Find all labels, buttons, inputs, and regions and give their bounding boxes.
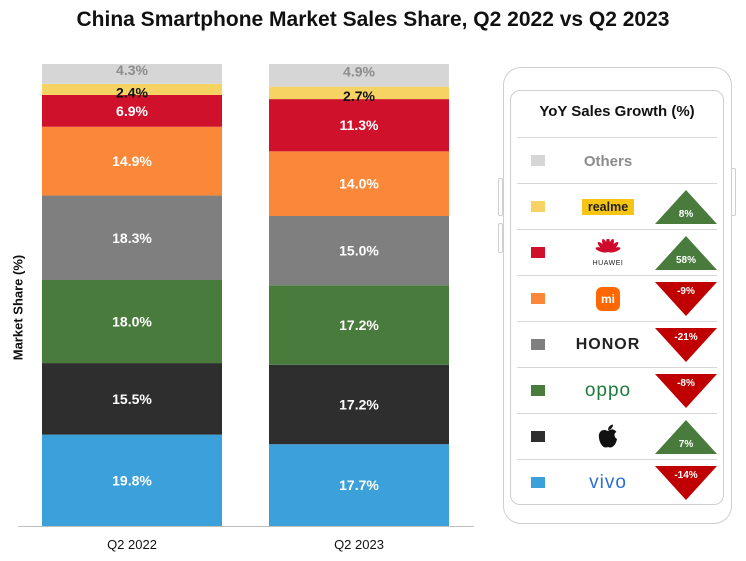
bar-segment-xiaomi-q2-2023: [269, 151, 449, 216]
triangle-down-icon: [655, 328, 717, 362]
data-label: 18.3%: [112, 230, 152, 246]
growth-value: 8%: [678, 209, 694, 220]
growth-value: 58%: [675, 255, 696, 266]
data-label: 2.4%: [116, 84, 148, 100]
vivo-logo-text: vivo: [589, 472, 627, 493]
triangle-down-icon: [655, 466, 717, 500]
data-label: 17.2%: [339, 317, 379, 333]
bar-segment-huawei-q2-2023: [269, 99, 449, 152]
growth-value: -9%: [677, 286, 695, 297]
data-label: 17.2%: [339, 396, 379, 412]
data-label: 14.0%: [339, 176, 379, 192]
bar-segment-realme-q2-2023: [269, 86, 449, 100]
bar-segment-xiaomi-q2-2022: [42, 126, 222, 196]
bar-segment-apple-q2-2022: [42, 363, 222, 435]
legend-row-honor: HONOR -21%: [517, 321, 717, 368]
legend-row-apple: 7%: [517, 413, 717, 460]
legend-row-xiaomi: mi -9%: [517, 275, 717, 322]
realme-logo: realme: [569, 184, 647, 230]
legend-swatch: [531, 201, 545, 212]
others-text: Others: [583, 152, 633, 170]
growth-indicator-honor: -21%: [653, 326, 719, 364]
legend-row-others: Others: [517, 137, 717, 184]
bar-segment-oppo-q2-2022: [42, 280, 222, 364]
data-label: 4.9%: [343, 63, 375, 79]
data-label: 15.5%: [112, 391, 152, 407]
triangle-up-icon: [655, 190, 717, 224]
phone-side-button: [731, 168, 736, 216]
vivo-logo: vivo: [569, 460, 647, 506]
legend-swatch: [531, 339, 545, 350]
xiaomi-logo: mi: [569, 276, 647, 322]
growth-indicator-realme: 8%: [653, 188, 719, 226]
x-tick-label: Q2 2022: [107, 537, 157, 552]
legend-row-realme: realme 8%: [517, 183, 717, 230]
bar-segment-vivo-q2-2023: [269, 444, 449, 526]
growth-value: 7%: [678, 439, 694, 450]
growth-indicator-vivo: -14%: [653, 464, 719, 502]
phone-screen: YoY Sales Growth (%) Others realme 8%: [510, 90, 724, 505]
growth-value: -21%: [674, 332, 698, 343]
data-label: 2.7%: [343, 88, 375, 104]
bar-segment-honor-q2-2022: [42, 195, 222, 280]
data-label: 15.0%: [339, 243, 379, 259]
triangle-down-icon: [655, 374, 717, 408]
legend-swatch: [531, 431, 545, 442]
triangle-up-icon: [655, 420, 717, 454]
legend-swatch: [531, 293, 545, 304]
legend-row-vivo: vivo -14%: [517, 459, 717, 506]
honor-logo: HONOR: [569, 322, 647, 368]
panel-title: YoY Sales Growth (%): [539, 103, 695, 120]
triangle-up-icon: [655, 236, 717, 270]
huawei-flower-icon: [595, 239, 621, 253]
chart-title: China Smartphone Market Sales Share, Q2 …: [76, 8, 670, 31]
bar-segment-others-q2-2023: [269, 64, 449, 87]
others-label: Others: [569, 138, 647, 184]
oppo-logo: oppo: [569, 368, 647, 414]
bar-segment-honor-q2-2023: [269, 216, 449, 286]
apple-icon: [598, 424, 617, 448]
data-label: 14.9%: [112, 153, 152, 169]
legend-row-oppo: oppo -8%: [517, 367, 717, 414]
growth-indicator-oppo: -8%: [653, 372, 719, 410]
legend-swatch: [531, 477, 545, 488]
growth-indicator-apple: 7%: [653, 418, 719, 456]
bar-segment-realme-q2-2022: [42, 83, 222, 95]
data-label: 18.0%: [112, 314, 152, 330]
data-label: 11.3%: [340, 117, 379, 133]
legend-swatch: [531, 155, 545, 166]
data-label: 17.7%: [339, 477, 379, 493]
stacked-bar-chart: 19.8% 15.5% 18.0% 18.3% 14.9% 6.9% 2.4% 4.3% Q2 …: [18, 62, 474, 552]
bar-segment-vivo-q2-2022: [42, 434, 222, 526]
x-tick-label: Q2 2023: [334, 537, 384, 552]
oppo-logo-text: oppo: [584, 380, 632, 401]
bar-segment-oppo-q2-2023: [269, 285, 449, 365]
mi-logo-text: mi: [596, 287, 620, 311]
growth-indicator-huawei: 58%: [653, 234, 719, 272]
apple-logo: [569, 414, 647, 460]
bar-segment-huawei-q2-2022: [42, 94, 222, 127]
realme-logo-text: realme: [581, 199, 635, 215]
phone-side-button: [498, 223, 503, 253]
bar-segment-apple-q2-2023: [269, 364, 449, 445]
yoy-growth-phone-panel: YoY Sales Growth (%) Others realme 8%: [498, 67, 736, 524]
triangle-down-icon: [655, 282, 717, 316]
huawei-logo-text: HUAWEI: [592, 260, 624, 267]
growth-value: -14%: [674, 470, 698, 481]
honor-logo-text: HONOR: [575, 336, 641, 353]
data-label: 19.8%: [112, 472, 152, 488]
phone-side-button: [498, 178, 503, 216]
legend-swatch: [531, 247, 545, 258]
data-label: 6.9%: [116, 103, 148, 119]
data-label: 4.3%: [116, 62, 148, 78]
huawei-logo: HUAWEI: [569, 230, 647, 276]
legend-row-huawei: HUAWEI 58%: [517, 229, 717, 276]
legend-swatch: [531, 385, 545, 396]
growth-value: -8%: [677, 378, 695, 389]
bar-segment-others-q2-2022: [42, 64, 222, 84]
growth-indicator-xiaomi: -9%: [653, 280, 719, 318]
